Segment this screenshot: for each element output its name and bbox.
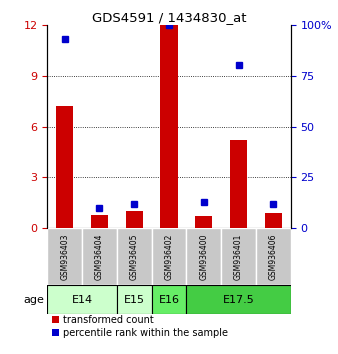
Bar	[117, 228, 152, 285]
Bar	[186, 285, 291, 314]
Bar	[82, 228, 117, 285]
Text: GSM936406: GSM936406	[269, 234, 278, 280]
Bar	[152, 285, 186, 314]
Text: age: age	[23, 295, 44, 304]
Bar	[56, 106, 73, 228]
Bar	[186, 228, 221, 285]
Bar	[195, 216, 213, 228]
Text: E15: E15	[124, 295, 145, 304]
Text: GSM936404: GSM936404	[95, 234, 104, 280]
Text: E14: E14	[72, 295, 93, 304]
Text: GSM936400: GSM936400	[199, 234, 208, 280]
Bar	[265, 213, 282, 228]
Text: GSM936405: GSM936405	[130, 234, 139, 280]
Bar	[117, 285, 152, 314]
Bar	[47, 228, 82, 285]
Bar	[152, 228, 186, 285]
Bar	[230, 140, 247, 228]
Bar	[125, 211, 143, 228]
Bar	[91, 215, 108, 228]
Bar	[47, 285, 117, 314]
Legend: transformed count, percentile rank within the sample: transformed count, percentile rank withi…	[52, 315, 228, 338]
Text: E16: E16	[159, 295, 179, 304]
Text: GSM936403: GSM936403	[60, 234, 69, 280]
Bar	[221, 228, 256, 285]
Text: E17.5: E17.5	[223, 295, 255, 304]
Bar	[160, 25, 178, 228]
Text: GSM936402: GSM936402	[165, 234, 173, 280]
Title: GDS4591 / 1434830_at: GDS4591 / 1434830_at	[92, 11, 246, 24]
Text: GSM936401: GSM936401	[234, 234, 243, 280]
Bar	[256, 228, 291, 285]
